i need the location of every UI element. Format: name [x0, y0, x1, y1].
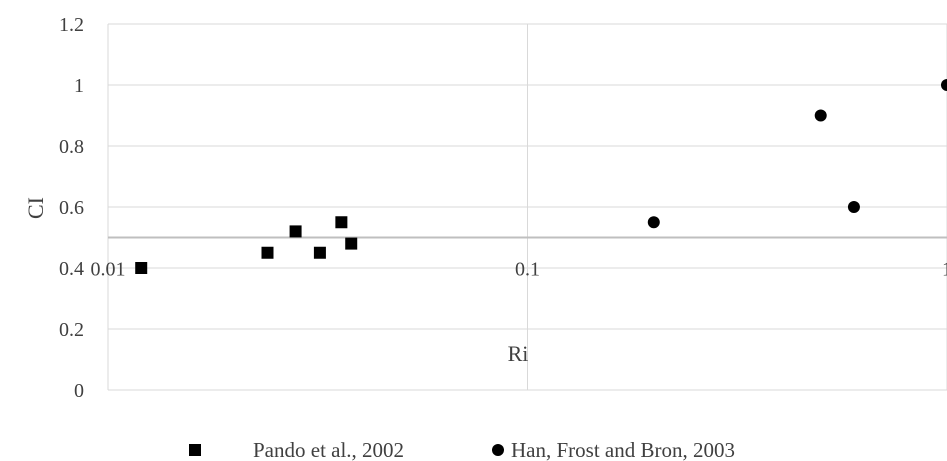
data-point-square [135, 262, 148, 274]
data-point-circle [647, 216, 660, 229]
legend-label: Han, Frost and Bron, 2003 [511, 438, 735, 461]
data-point-square [335, 216, 348, 229]
y-tick-label: 1.2 [59, 14, 84, 36]
y-tick-label: 1 [74, 75, 84, 97]
y-tick-label: 0.4 [59, 258, 84, 280]
data-point-square [289, 225, 302, 238]
y-tick-label: 0.6 [59, 197, 84, 219]
legend-marker-square [189, 444, 201, 456]
legend-marker-circle [492, 444, 504, 456]
data-point-circle [847, 201, 860, 213]
x-tick-label: 1 [942, 259, 947, 281]
x-tick-label: 0.1 [515, 259, 540, 281]
data-point-square [345, 237, 358, 250]
y-tick-label: 0.8 [59, 136, 84, 158]
data-point-circle [814, 109, 827, 122]
data-point-square [313, 246, 326, 259]
y-axis-title: CI [23, 197, 48, 219]
tick-labels: 0 0.2 0.4 0.6 0.8 1 1.2 0.01 0.1 1 [59, 14, 947, 402]
legend-label: Pando et al., 2002 [253, 438, 404, 461]
data-points [135, 79, 947, 274]
y-tick-label: 0.2 [59, 319, 84, 341]
x-axis-title: Ri [508, 341, 529, 366]
y-tick-label: 0 [74, 380, 84, 402]
data-point-circle [941, 79, 947, 91]
legend: Pando et al., 2002 Han, Frost and Bron, 2… [189, 438, 735, 461]
data-point-square [261, 246, 274, 259]
x-tick-label: 0.01 [91, 259, 126, 281]
grid-lines [107, 23, 947, 391]
